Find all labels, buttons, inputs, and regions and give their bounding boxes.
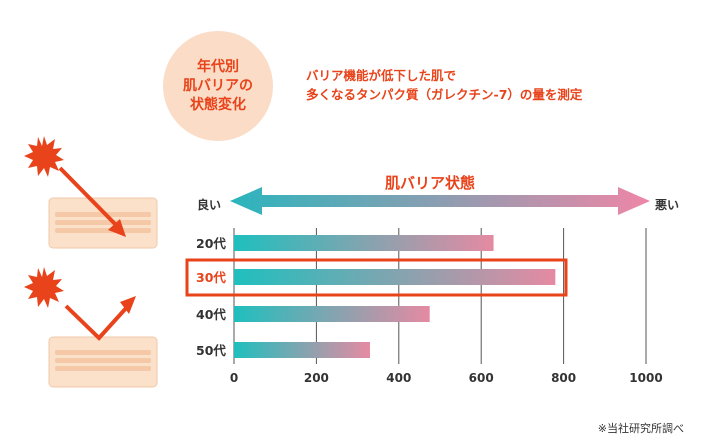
badge-line-1: 年代別 — [197, 58, 239, 75]
sunburst-icon — [24, 136, 64, 177]
footnote: ※当社研究所調べ — [597, 422, 684, 435]
x-tick-label: 0 — [230, 371, 238, 385]
bar-0 — [234, 235, 494, 251]
badge-line-3: 状態変化 — [190, 96, 246, 113]
bar-1 — [234, 269, 556, 285]
scale-title: 肌バリア状態 — [384, 174, 475, 192]
skin-cells-bottom — [55, 350, 151, 371]
x-tick-label: 1000 — [629, 371, 662, 385]
x-tick-label: 600 — [469, 371, 494, 385]
badge-line-2: 肌バリアの — [183, 77, 253, 94]
good-label: 良い — [197, 198, 222, 212]
x-tick-labels: 0 200 400 600 800 1000 — [230, 371, 663, 385]
category-label: 30代 — [196, 270, 226, 285]
headline-line-2: 多くなるタンパク質（ガレクチン-7）の量を測定 — [306, 87, 583, 102]
headline-line-1: バリア機能が低下した肌で — [306, 68, 457, 83]
category-labels: 20代 30代 40代 50代 — [196, 236, 226, 358]
skin-reflection-illustration — [24, 267, 158, 388]
highlight-box — [185, 258, 568, 297]
arrow-up-icon — [120, 296, 136, 314]
bad-label: 悪い — [655, 198, 680, 212]
bars — [234, 235, 556, 358]
category-label: 20代 — [196, 236, 226, 251]
age-badge: 年代別 肌バリアの 状態変化 — [163, 31, 273, 141]
sunburst-icon — [24, 267, 64, 308]
barrier-scale-arrow — [230, 187, 650, 215]
category-label: 40代 — [196, 307, 226, 322]
arrow-down-icon — [108, 219, 126, 237]
headline: バリア機能が低下した肌で 多くなるタンパク質（ガレクチン-7）の量を測定 — [306, 66, 626, 104]
bar-3 — [234, 342, 370, 358]
category-label: 50代 — [196, 343, 226, 358]
x-tick-label: 800 — [551, 371, 576, 385]
skin-cells-top — [55, 212, 151, 233]
x-tick-label: 400 — [386, 371, 411, 385]
bar-2 — [234, 306, 430, 322]
x-tick-label: 200 — [304, 371, 329, 385]
highlight-rect — [185, 258, 568, 297]
skin-penetration-illustration — [24, 136, 158, 249]
